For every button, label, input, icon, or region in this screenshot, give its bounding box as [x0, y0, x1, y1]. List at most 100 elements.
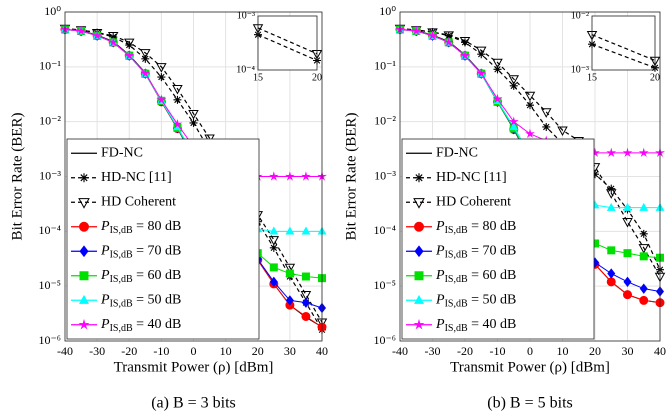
marker: [443, 37, 454, 47]
marker: [443, 31, 454, 41]
series-line: [64, 27, 323, 323]
marker: [606, 147, 617, 158]
y-tick-label: 10⁻³: [39, 168, 61, 182]
y-tick-label: 10⁻⁵: [38, 278, 61, 292]
series-line: [591, 43, 656, 69]
marker: [172, 84, 183, 95]
y-tick-label: 10⁻⁵: [373, 278, 396, 292]
marker: [156, 94, 167, 105]
y-tick-label: 10⁰: [379, 4, 396, 18]
inset-frame: [591, 15, 656, 71]
marker: [622, 217, 633, 228]
y-tick-label: 10⁻⁶: [373, 333, 396, 347]
legend-marker: [79, 221, 89, 232]
marker: [124, 50, 135, 60]
marker: [140, 68, 151, 78]
marker: [606, 202, 616, 211]
marker: [173, 122, 182, 131]
x-tick-label: 40: [654, 344, 666, 358]
marker: [623, 202, 632, 211]
marker: [460, 50, 470, 60]
y-tick-label: 10⁻⁴: [373, 223, 396, 237]
marker: [591, 170, 599, 179]
marker: [541, 108, 552, 118]
marker: [189, 118, 198, 127]
marker: [285, 226, 295, 235]
caption: (b) B = 5 bits: [487, 395, 572, 412]
y-tick-label: 10⁻³: [374, 168, 396, 182]
legend-marker: [413, 318, 425, 330]
marker: [509, 81, 518, 90]
x-tick-label: -40: [392, 344, 408, 358]
y-axis-label: Bit Error Rate (BER): [343, 113, 359, 241]
marker: [284, 171, 295, 181]
inset-x-tick-label: 20: [312, 72, 322, 83]
inset-x-tick-label: 15: [253, 72, 263, 83]
marker: [524, 91, 536, 102]
x-tick-label: 0: [527, 344, 533, 358]
marker: [92, 30, 103, 40]
marker: [492, 93, 503, 104]
y-tick-label: 10⁻⁶: [38, 333, 61, 347]
legend-marker: [414, 294, 424, 304]
marker: [124, 38, 135, 49]
series-line: [257, 27, 318, 55]
series-line: [257, 34, 318, 62]
marker: [76, 25, 87, 36]
marker: [638, 244, 649, 254]
marker: [639, 283, 648, 294]
legend-marker: [413, 198, 425, 209]
legend-label: PIS,dB = 80 dB: [435, 219, 516, 236]
y-tick-label: 10⁻²: [374, 113, 396, 127]
legend-marker: [78, 198, 90, 209]
legend-marker: [414, 271, 424, 281]
marker: [623, 290, 632, 300]
marker: [300, 290, 312, 301]
axes-frame: [399, 11, 661, 342]
marker: [108, 37, 119, 47]
marker: [623, 276, 632, 288]
marker: [284, 263, 296, 274]
marker: [301, 297, 310, 308]
legend-label: HD Coherent: [101, 194, 176, 209]
series-line: [591, 34, 656, 62]
legend-label: HD-NC [11]: [436, 170, 507, 185]
marker: [607, 184, 616, 193]
marker: [476, 46, 487, 57]
inset-x-tick-label: 15: [587, 72, 597, 83]
marker: [411, 25, 422, 36]
marker: [542, 122, 551, 131]
y-tick-label: 10⁻⁴: [38, 223, 61, 237]
y-tick-label: 10⁻¹: [374, 59, 396, 73]
marker: [107, 31, 119, 42]
marker: [508, 75, 519, 85]
legend-label: HD Coherent: [436, 194, 511, 209]
marker: [109, 33, 118, 42]
legend-marker: [79, 245, 89, 258]
marker: [301, 272, 310, 281]
marker: [285, 295, 294, 306]
x-tick-label: 10: [557, 344, 569, 358]
caption: (a) B = 3 bits: [151, 395, 236, 412]
marker: [140, 49, 151, 59]
marker: [638, 147, 649, 158]
legend-marker: [78, 318, 90, 330]
marker: [526, 101, 534, 110]
marker: [639, 295, 649, 305]
inset-x-tick-label: 20: [650, 72, 660, 83]
x-tick-label: -30: [89, 344, 105, 358]
marker: [459, 36, 471, 47]
inset-frame: [257, 15, 318, 71]
series-line: [399, 27, 661, 277]
axes-frame: [64, 11, 323, 342]
marker: [173, 95, 182, 104]
legend-box: [66, 138, 260, 340]
legend-label: PIS,dB = 60 dB: [435, 268, 516, 285]
legend-label: PIS,dB = 50 dB: [100, 292, 181, 309]
legend-label: PIS,dB = 60 dB: [100, 268, 181, 285]
marker: [639, 252, 648, 261]
marker: [188, 109, 199, 120]
marker: [508, 116, 519, 126]
marker: [301, 311, 311, 321]
